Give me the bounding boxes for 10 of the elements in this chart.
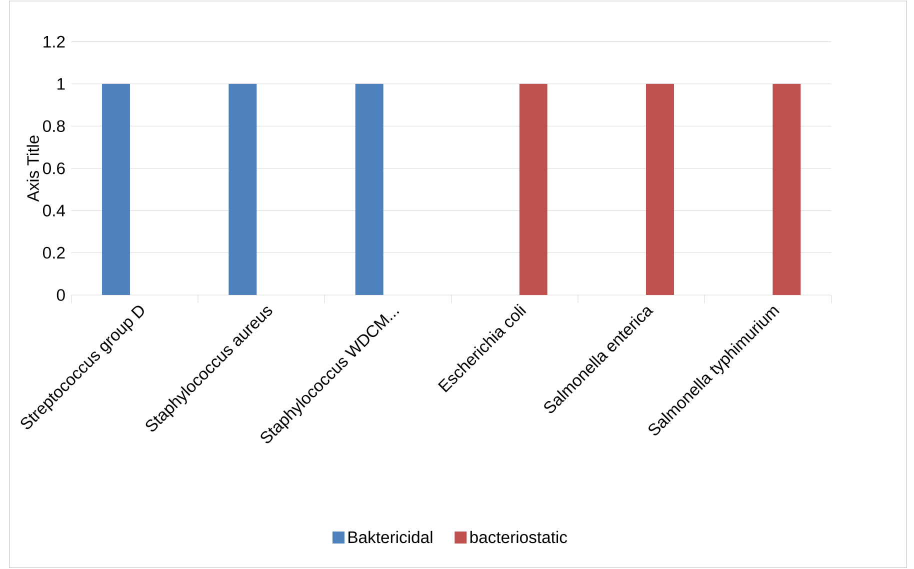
y-tick-label: 0 [56, 289, 65, 301]
y-tick-label: 0.4 [42, 204, 66, 216]
y-tick-label: 1 [58, 78, 65, 90]
y-tick-label: 0.6 [42, 162, 65, 174]
y-axis-title: Axis Title [26, 136, 39, 202]
y-tick-label: 0.8 [42, 120, 65, 132]
legend-label: Baktericidal [348, 530, 432, 544]
y-tick-label: 0.2 [42, 246, 65, 259]
legend-label: bacteriostatic [470, 530, 568, 544]
y-tick-label: 1.2 [44, 36, 65, 48]
